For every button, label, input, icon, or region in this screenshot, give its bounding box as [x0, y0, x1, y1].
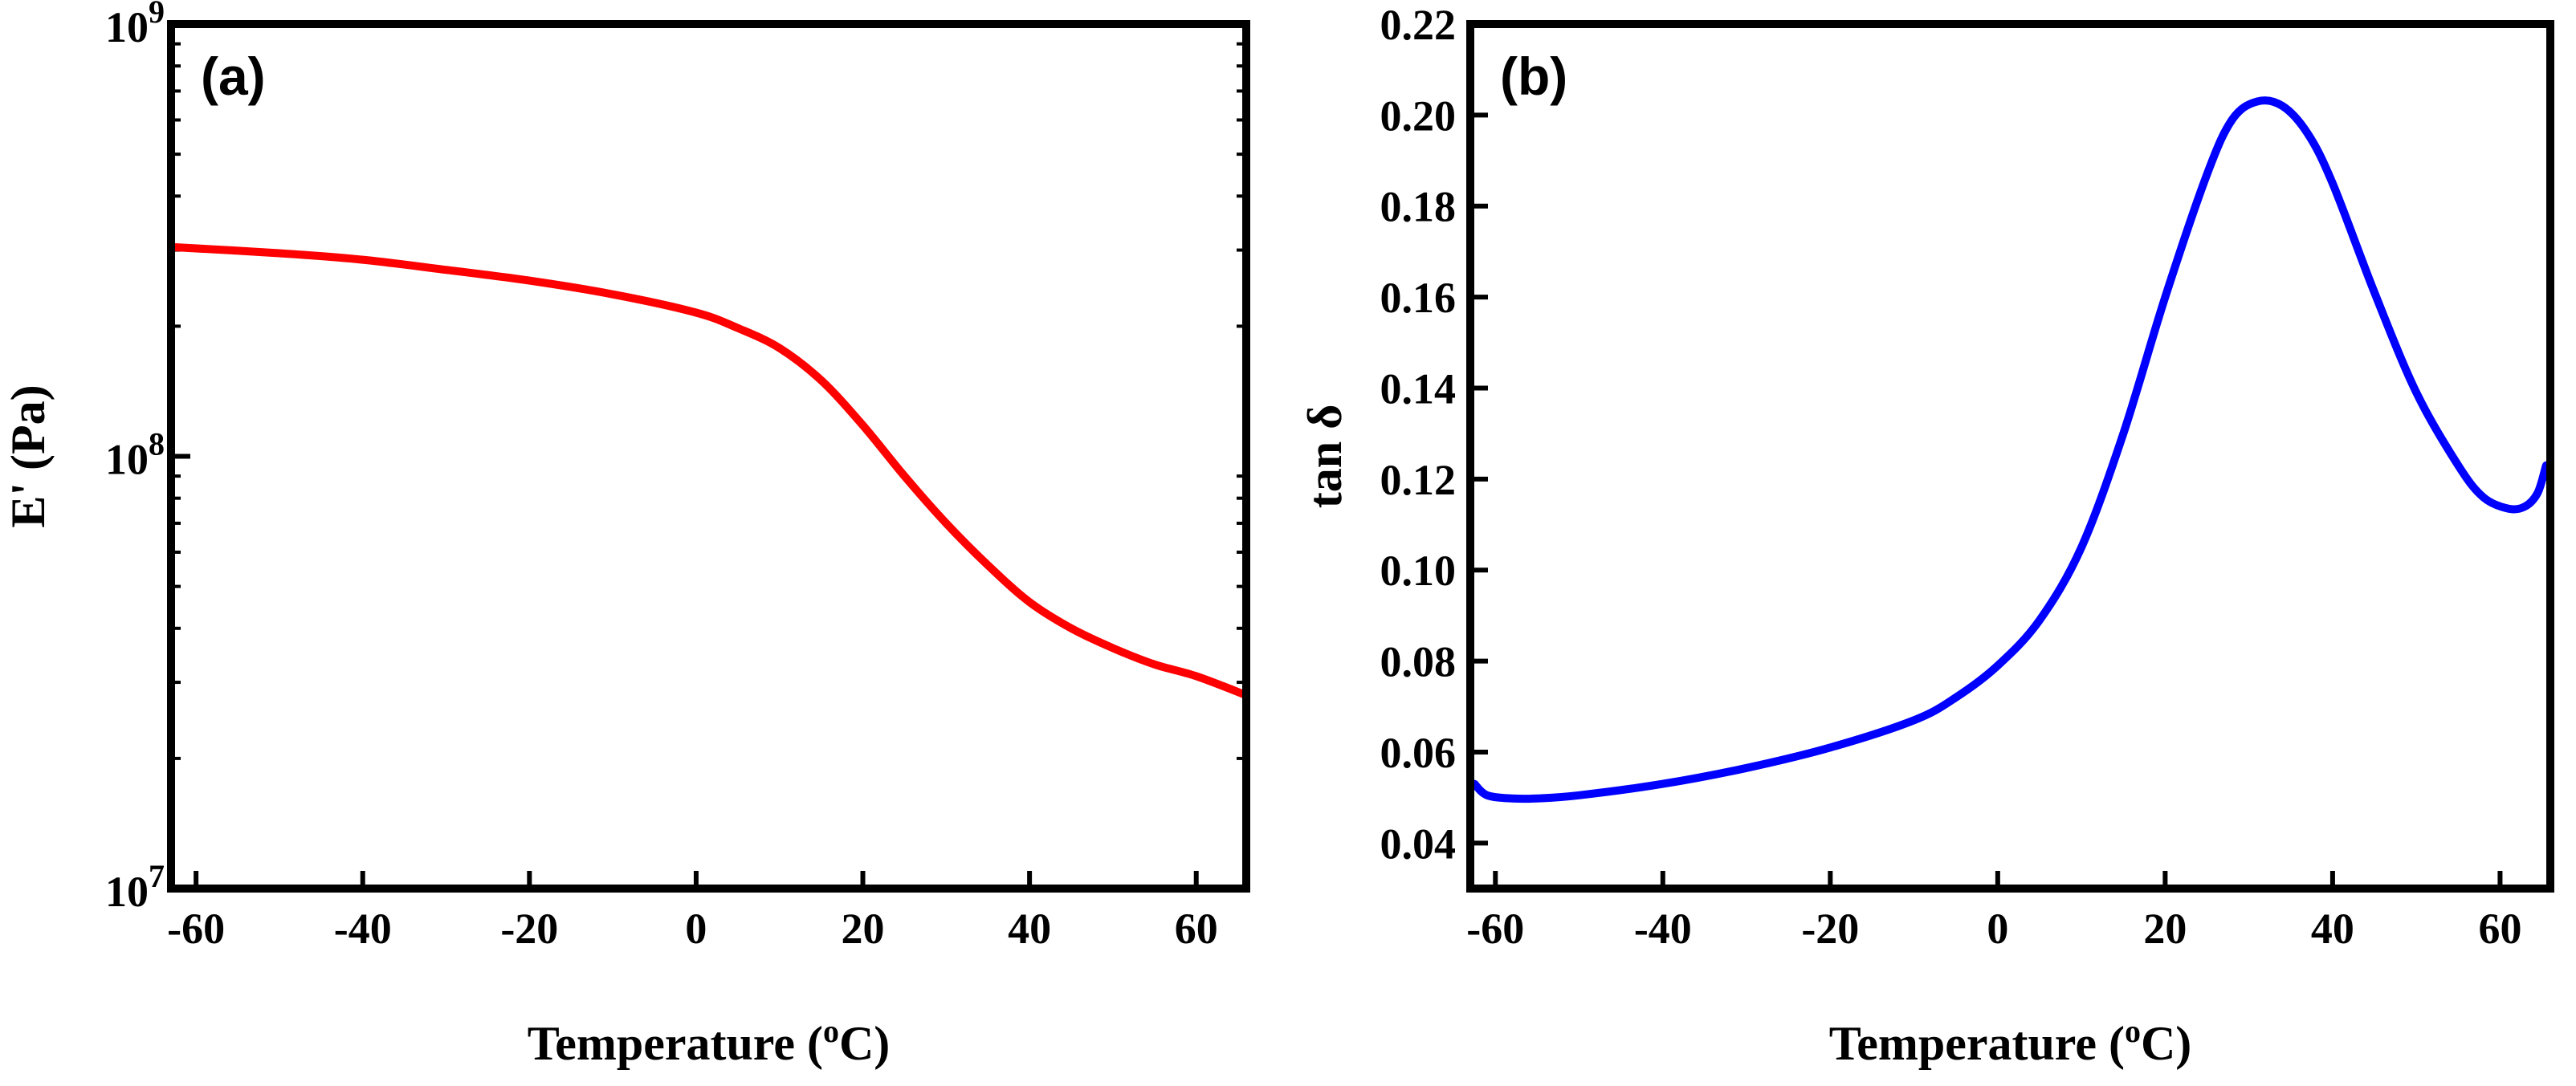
panel-b-x-tick-label: -40 [1634, 905, 1692, 953]
panel-a-y-axis-label: E' (Pa) [2, 384, 55, 527]
panel-a-y-tick-label: 109 [105, 0, 165, 51]
panel-b-y-tick-label: 0.20 [1380, 92, 1457, 140]
panel-b-y-tick-label: 0.14 [1380, 364, 1457, 413]
panel-a-x-axis-label-prefix: Temperature ( [528, 1017, 823, 1070]
panel-b-y-tick-label: 0.06 [1380, 729, 1457, 777]
panel-b-tick-labels: -60 -40 -20 0 20 40 60 0.04 0.06 0.08 0.10 0.12 0.14… [1380, 1, 2522, 953]
tick-label-base: 10 [105, 436, 149, 484]
panel-b-x-axis-label-suffix: C) [2141, 1017, 2191, 1070]
panel-a-ticks [171, 22, 1246, 891]
panel-a-y-tick-label: 107 [105, 858, 165, 916]
panel-b-y-tick-label: 0.16 [1380, 274, 1457, 322]
tick-label-base: 10 [105, 3, 149, 51]
tick-label-exponent: 9 [149, 0, 165, 30]
panel-b-x-tick-label: 20 [2143, 905, 2187, 953]
panel-b-plot-frame [1466, 20, 2554, 893]
panel-b-x-tick-label: -20 [1801, 905, 1859, 953]
tick-label-exponent: 8 [149, 426, 165, 462]
panel-b-y-tick-label: 0.12 [1380, 456, 1457, 504]
panel-b-x-axis-label: Temperature (oC) [1829, 1013, 2192, 1070]
panel-b-y-tick-label: 0.10 [1380, 547, 1457, 595]
panel-a-x-axis-label-suffix: C) [839, 1017, 890, 1070]
tick-label-exponent: 7 [149, 858, 165, 894]
panel-a-x-tick-label: -20 [500, 905, 558, 953]
panel-a-x-tick-label: 60 [1175, 905, 1218, 953]
panel-b-y-axis-label: tan δ [1298, 405, 1351, 509]
panel-a-x-axis-label: Temperature (oC) [528, 1013, 891, 1070]
tick-label-base: 10 [105, 868, 149, 916]
panel-b-x-axis-label-degree: o [2125, 1013, 2141, 1049]
panel-a-x-tick-label: -40 [334, 905, 392, 953]
panel-a-label: (a) [201, 47, 266, 106]
chart-panel-b: -60 -40 -20 0 20 40 60 0.04 0.06 0.08 0.10 0.12 0.14… [1298, 1, 2554, 1070]
panel-a-y-tick-label: 108 [105, 426, 165, 484]
panel-a-x-tick-label: 40 [1008, 905, 1051, 953]
panel-a-x-tick-label: 0 [685, 905, 707, 953]
panel-b-x-tick-label: 0 [1987, 905, 2008, 953]
panel-b-label: (b) [1500, 47, 1567, 106]
panel-b-ticks [1470, 22, 2503, 889]
panel-b-x-tick-label: 40 [2311, 905, 2354, 953]
panel-a-storage-modulus-line [167, 242, 1250, 700]
panel-b-y-tick-label: 0.04 [1380, 820, 1457, 868]
panel-b-tan-delta-line [1470, 96, 2550, 803]
panel-a-x-tick-label: 20 [842, 905, 885, 953]
panel-b-y-tick-label: 0.18 [1380, 183, 1457, 231]
panel-a-x-tick-label: -60 [167, 905, 225, 953]
panel-b-y-tick-label: 0.08 [1380, 638, 1457, 686]
panel-b-x-tick-label: 60 [2478, 905, 2521, 953]
panel-a-x-axis-label-degree: o [823, 1013, 839, 1049]
panel-b-x-tick-label: -60 [1466, 905, 1524, 953]
panel-b-y-tick-label: 0.22 [1380, 1, 1457, 49]
panel-b-x-axis-label-prefix: Temperature ( [1829, 1017, 2125, 1070]
panel-a-plot-frame [167, 20, 1250, 893]
